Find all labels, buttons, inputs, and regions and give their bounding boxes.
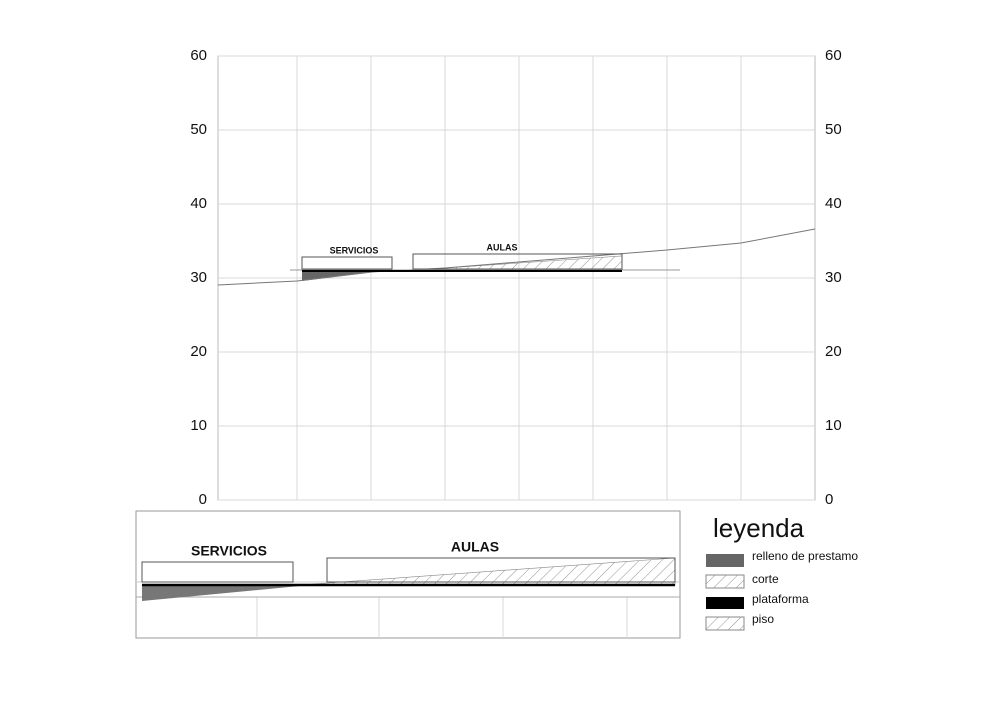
tick-label: 20	[825, 343, 842, 360]
fill-area	[302, 270, 392, 281]
tick-label: 50	[825, 121, 842, 138]
tick-label: 0	[825, 491, 833, 508]
legend-label: relleno de prestamo	[752, 549, 858, 563]
tick-label: 0	[199, 491, 207, 508]
label: SERVICIOS	[191, 543, 267, 559]
section: 60 60 50 50 40 40 30 30 20 20 10 10 0 0 SERVICIOS AUL…	[190, 47, 841, 508]
terrain	[217, 228, 816, 286]
tick-label: 40	[190, 195, 207, 212]
tick-label: 60	[190, 47, 207, 64]
tick-label: 30	[190, 269, 207, 286]
tick-label: 10	[190, 417, 207, 434]
legend-title: leyenda	[713, 513, 805, 543]
tick-label: 40	[825, 195, 842, 212]
tick-label: 50	[190, 121, 207, 138]
swatch	[706, 597, 744, 609]
servicios-box	[141, 561, 294, 583]
tick-label: 10	[825, 417, 842, 434]
tick-label: 20	[190, 343, 207, 360]
servicios-box	[301, 256, 393, 270]
tick-label: 30	[825, 269, 842, 286]
legend-label: plataforma	[752, 592, 809, 606]
cut-area	[299, 557, 676, 586]
legend: leyenda relleno de prestamo corte plataf…	[705, 513, 858, 631]
aulas-box	[412, 253, 623, 270]
aulas-box	[326, 557, 676, 583]
tick-label: 60	[825, 47, 842, 64]
swatch	[705, 616, 745, 631]
vertical-grid	[296, 56, 742, 500]
swatch	[705, 574, 745, 589]
label: SERVICIOS	[330, 245, 379, 255]
legend-label: corte	[752, 572, 779, 586]
label: AULAS	[487, 242, 518, 252]
label: AULAS	[451, 539, 499, 555]
legend-label: piso	[752, 612, 774, 626]
fill-area	[142, 586, 300, 601]
detail: SERVICIOS AULAS	[135, 510, 681, 639]
swatch	[706, 554, 744, 567]
detail-frame	[135, 510, 681, 639]
